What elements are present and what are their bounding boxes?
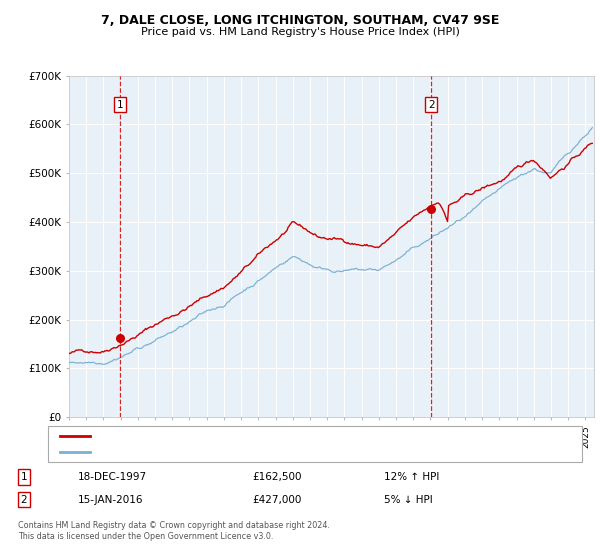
Text: £162,500: £162,500 <box>252 472 302 482</box>
Text: 5% ↓ HPI: 5% ↓ HPI <box>384 494 433 505</box>
Text: £427,000: £427,000 <box>252 494 301 505</box>
Text: 12% ↑ HPI: 12% ↑ HPI <box>384 472 439 482</box>
Text: This data is licensed under the Open Government Licence v3.0.: This data is licensed under the Open Gov… <box>18 532 274 541</box>
Text: Price paid vs. HM Land Registry's House Price Index (HPI): Price paid vs. HM Land Registry's House … <box>140 27 460 37</box>
Text: 1: 1 <box>117 100 124 110</box>
Text: 2: 2 <box>428 100 434 110</box>
Text: HPI: Average price, detached house, Stratford-on-Avon: HPI: Average price, detached house, Stra… <box>96 447 356 456</box>
Text: 7, DALE CLOSE, LONG ITCHINGTON, SOUTHAM, CV47 9SE (detached house): 7, DALE CLOSE, LONG ITCHINGTON, SOUTHAM,… <box>96 431 453 440</box>
Text: 15-JAN-2016: 15-JAN-2016 <box>78 494 143 505</box>
Text: Contains HM Land Registry data © Crown copyright and database right 2024.: Contains HM Land Registry data © Crown c… <box>18 521 330 530</box>
Text: 18-DEC-1997: 18-DEC-1997 <box>78 472 147 482</box>
Text: 7, DALE CLOSE, LONG ITCHINGTON, SOUTHAM, CV47 9SE: 7, DALE CLOSE, LONG ITCHINGTON, SOUTHAM,… <box>101 14 499 27</box>
Text: 2: 2 <box>20 494 28 505</box>
Text: 1: 1 <box>20 472 28 482</box>
